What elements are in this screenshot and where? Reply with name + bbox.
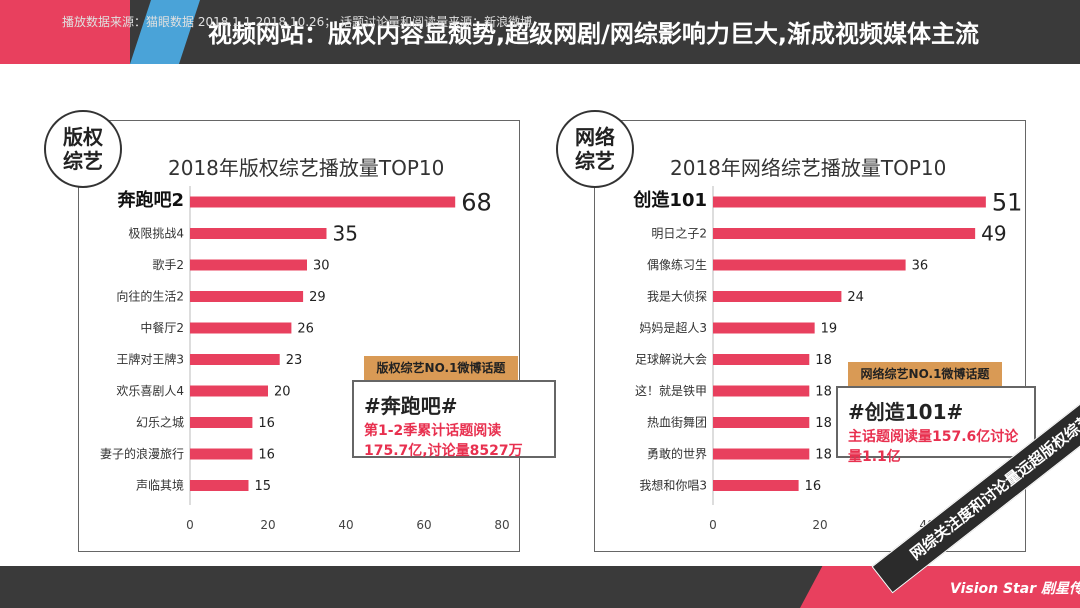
- left-topic-title: #奔跑吧#: [364, 394, 458, 418]
- right-panel: [594, 120, 1026, 552]
- left-bar: [190, 322, 292, 334]
- right-value-label: 18: [815, 353, 832, 368]
- right-category-label: 勇敢的世界: [647, 446, 707, 461]
- left-panel: [78, 120, 520, 552]
- left-topic-tag: 版权综艺NO.1微博话题: [364, 356, 518, 380]
- left-value-label: 29: [309, 290, 326, 305]
- left-bar: [190, 354, 280, 365]
- left-badge: 版权 综艺: [44, 110, 122, 188]
- right-category-label: 我想和你唱3: [639, 478, 707, 493]
- left-x-tick-label: 80: [494, 518, 509, 530]
- right-value-label: 18: [815, 448, 832, 463]
- right-topic-callout: #创造101# 主话题阅读量157.6亿讨论量1.1亿: [836, 386, 1036, 465]
- header-accent-red: [0, 0, 130, 64]
- right-x-tick-label: 20: [812, 518, 827, 530]
- right-category-label: 偶像练习生: [647, 257, 707, 272]
- right-category-label: 明日之子2: [651, 227, 707, 241]
- right-category-label: 我是大侦探: [647, 290, 707, 304]
- right-value-label: 19: [821, 322, 838, 337]
- right-x-tick-label: 0: [709, 518, 717, 530]
- left-category-label: 声临其境: [136, 478, 184, 493]
- left-category-label: 王牌对王牌3: [116, 353, 184, 367]
- left-category-label: 幻乐之城: [136, 416, 184, 430]
- right-value-label: 18: [815, 416, 832, 431]
- right-value-label: 36: [912, 259, 929, 274]
- left-x-tick-label: 0: [186, 518, 194, 530]
- left-value-label: 16: [258, 416, 275, 431]
- right-value-label: 49: [981, 222, 1006, 246]
- right-bar: [713, 480, 799, 491]
- left-category-label: 奔跑吧2: [116, 189, 184, 211]
- right-value-label: 24: [847, 290, 864, 305]
- right-bar: [713, 354, 810, 365]
- right-bar: [713, 291, 842, 302]
- left-category-label: 妻子的浪漫旅行: [100, 446, 184, 461]
- left-bar: [190, 259, 307, 271]
- left-bar: [190, 417, 253, 428]
- footer-logo: Vision Star 剧星传媒: [950, 581, 1080, 597]
- left-topic-callout: #奔跑吧# 第1-2季累计话题阅读175.7亿,讨论量8527万: [352, 380, 556, 459]
- right-bar: [713, 448, 810, 460]
- left-bar-chart: 奔跑吧2 68 极限挑战4 35 歌手2 30 向往的生活2 29 中餐厅2 26 王牌对王牌3 23…: [100, 186, 510, 530]
- left-x-tick-label: 40: [338, 518, 353, 530]
- right-category-label: 足球解说大会: [635, 352, 707, 367]
- left-category-label: 中餐厅2: [140, 320, 184, 335]
- left-value-label: 15: [255, 479, 272, 494]
- right-bar: [713, 417, 810, 428]
- right-category-label: 这！就是铁甲: [635, 383, 707, 398]
- left-bar: [190, 291, 304, 302]
- left-topic-desc: 第1-2季累计话题阅读175.7亿,讨论量8527万: [364, 423, 523, 459]
- left-bar: [190, 228, 327, 239]
- right-bar: [713, 259, 906, 271]
- right-value-label: 18: [815, 385, 832, 400]
- right-topic-title: #创造101#: [848, 400, 964, 424]
- left-category-label: 向往的生活2: [116, 289, 184, 304]
- left-category-label: 极限挑战4: [128, 227, 184, 241]
- right-bar: [713, 385, 810, 397]
- right-value-label: 51: [992, 189, 1022, 217]
- right-bar: [713, 196, 986, 208]
- right-bar-chart: 创造101 51 明日之子2 49 偶像练习生 36 我是大侦探 24 妈妈是超人3 19 足球解说…: [632, 186, 1022, 530]
- left-value-label: 23: [286, 353, 303, 368]
- right-bar: [713, 322, 815, 334]
- right-topic-desc: 主话题阅读量157.6亿讨论量1.1亿: [848, 429, 1019, 465]
- left-value-label: 16: [258, 448, 275, 463]
- left-value-label: 30: [313, 259, 330, 274]
- left-value-label: 20: [274, 385, 291, 400]
- right-category-label: 热血街舞团: [647, 416, 707, 430]
- left-category-label: 欢乐喜剧人4: [116, 383, 184, 398]
- right-topic-tag: 网络综艺NO.1微博话题: [848, 362, 1002, 386]
- right-chart-title: 2018年网络综艺播放量TOP10: [670, 156, 947, 180]
- right-value-label: 16: [805, 479, 822, 494]
- left-bar: [190, 448, 253, 460]
- right-bar: [713, 228, 976, 239]
- right-category-label: 创造101: [632, 189, 707, 211]
- left-value-label: 68: [461, 189, 492, 217]
- left-value-label: 26: [297, 322, 314, 337]
- left-x-tick-label: 60: [416, 518, 431, 530]
- left-chart-title: 2018年版权综艺播放量TOP10: [168, 156, 445, 180]
- left-bar: [190, 385, 268, 397]
- page-title: 视频网站：版权内容显颓势,超级网剧/网综影响力巨大,渐成视频媒体主流: [208, 20, 979, 48]
- footer-source-text: 播放数据来源：猫眼数据 2018.1.1-2018.10.26； 话题讨论量和阅…: [62, 15, 533, 29]
- right-badge: 网络 综艺: [556, 110, 634, 188]
- left-bar: [190, 480, 249, 491]
- left-x-tick-label: 20: [260, 518, 275, 530]
- left-bar: [190, 196, 456, 208]
- footer-accent-red: [800, 566, 1080, 608]
- left-category-label: 歌手2: [152, 257, 184, 272]
- right-category-label: 妈妈是超人3: [639, 320, 707, 335]
- left-value-label: 35: [333, 222, 358, 246]
